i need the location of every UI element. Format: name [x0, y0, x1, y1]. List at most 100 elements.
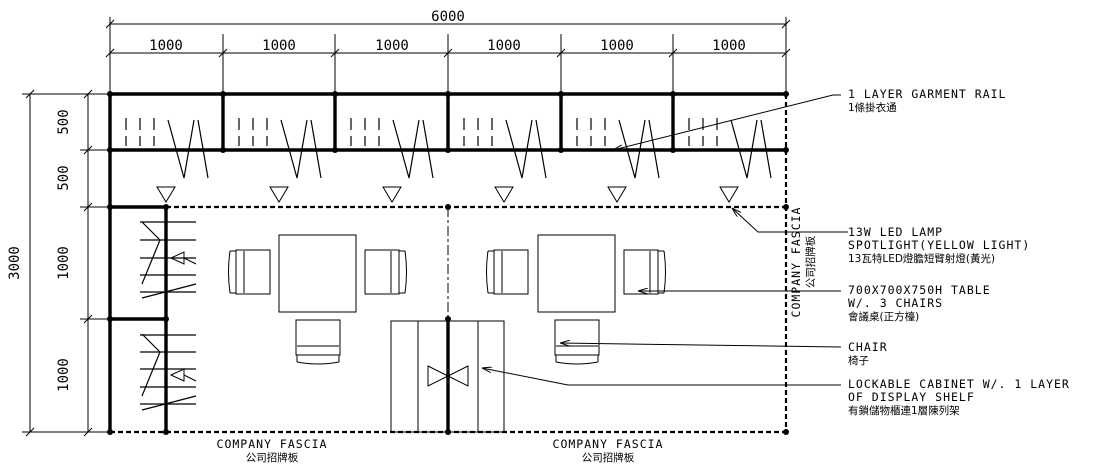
svg-text:公司招牌板: 公司招牌板: [582, 451, 635, 464]
wall-node: [445, 147, 451, 153]
wall-node: [163, 429, 169, 435]
led-lamp-marker: [607, 186, 627, 203]
table: [537, 234, 616, 313]
hanger-stroke: [141, 395, 197, 411]
wall-node: [107, 429, 113, 435]
wall-node: [220, 147, 226, 153]
wall-node: [558, 147, 564, 153]
table: [278, 234, 357, 313]
segment-depth-label: 500: [56, 165, 72, 190]
svg-text:OF DISPLAY SHELF: OF DISPLAY SHELF: [848, 390, 975, 404]
wall-node: [670, 147, 676, 153]
chair: [554, 319, 600, 365]
wall-node: [783, 429, 789, 435]
led-lamp-marker: [269, 186, 289, 203]
wall-node: [163, 316, 169, 322]
garment-rail-label: 1 LAYER GARMENT RAIL 1條掛衣通: [848, 87, 1006, 114]
dimension-tick: [781, 19, 791, 29]
led-lamp-marker: [156, 186, 176, 203]
chair: [295, 319, 341, 365]
led-lamp-marker: [719, 186, 739, 203]
wall-node: [670, 91, 676, 97]
fascia-bottom-right-label: COMPANY FASCIA 公司招牌板: [553, 437, 663, 464]
wall-spotlight: [169, 368, 197, 382]
hanger-zigzag: [141, 333, 161, 397]
svg-text:COMPANY FASCIA: COMPANY FASCIA: [789, 207, 803, 318]
segment-width-label: 1000: [262, 38, 296, 54]
total-width-label: 6000: [431, 9, 465, 25]
segment-width-label: 1000: [600, 38, 634, 54]
dimension-tick: [83, 89, 93, 99]
svg-text:公司招牌板: 公司招牌板: [246, 451, 299, 464]
hanger-group: [350, 118, 434, 179]
chair: [228, 249, 271, 295]
segment-width-label: 1000: [487, 38, 521, 54]
total-depth-label: 3000: [7, 246, 23, 280]
segment-depth-label: 1000: [56, 246, 72, 280]
dimension-tick: [83, 202, 93, 212]
chair-label: CHAIR 椅子: [848, 340, 888, 367]
dimension-tick: [25, 427, 35, 437]
hanger-zigzag: [141, 221, 161, 285]
chair: [364, 249, 407, 295]
led-lamp-label: 13W LED LAMP SPOTLIGHT(YELLOW LIGHT) 13瓦…: [848, 225, 1029, 265]
lockable-cabinet: [390, 320, 505, 433]
svg-text:1條掛衣通: 1條掛衣通: [848, 101, 897, 114]
wall-node: [163, 204, 169, 210]
segment-width-label: 1000: [149, 38, 183, 54]
fascia-right-label: COMPANY FASCIA 公司招牌板: [789, 207, 817, 318]
wall-node: [332, 147, 338, 153]
svg-text:會議桌(正方檯): 會議桌(正方檯): [848, 310, 919, 323]
hanger-group: [238, 118, 322, 179]
wall-node: [107, 91, 113, 97]
fascia-bottom-left-label: COMPANY FASCIA 公司招牌板: [217, 437, 328, 464]
wall-node: [220, 91, 226, 97]
led-lamp-marker: [382, 186, 402, 203]
dimension-tick: [330, 48, 340, 58]
dimension-tick: [443, 48, 453, 58]
wall-node: [107, 147, 113, 153]
dimension-tick: [83, 427, 93, 437]
segment-width-label: 1000: [712, 38, 746, 54]
hanger-zigzag: [505, 119, 547, 179]
hanger-group: [576, 118, 660, 179]
svg-text:椅子: 椅子: [848, 354, 869, 367]
wall-node: [445, 91, 451, 97]
segment-depth-label: 1000: [56, 358, 72, 392]
svg-text:COMPANY FASCIA: COMPANY FASCIA: [217, 437, 328, 451]
wall-node: [783, 147, 789, 153]
wall-node: [783, 204, 789, 210]
dimension-tick: [105, 19, 115, 29]
garment-hangers: [140, 221, 197, 411]
svg-text:1 LAYER GARMENT RAIL: 1 LAYER GARMENT RAIL: [848, 87, 1006, 101]
hanger-stroke: [141, 283, 197, 299]
wall-node: [107, 316, 113, 322]
chair: [623, 249, 666, 295]
wall-node: [445, 204, 451, 210]
hanger-zigzag: [392, 119, 434, 179]
left-dimension: 3000 500 500 1000 1000: [7, 89, 108, 437]
dimension-tick: [668, 48, 678, 58]
hanger-group: [688, 118, 772, 179]
leader-lines: [482, 94, 848, 386]
wall-node: [783, 91, 789, 97]
wall-node: [107, 204, 113, 210]
led-lamp-marker: [494, 186, 514, 203]
svg-text:CHAIR: CHAIR: [848, 340, 888, 354]
dimension-tick: [83, 314, 93, 324]
svg-text:700X700X750H TABLE: 700X700X750H TABLE: [848, 283, 991, 297]
wall-node: [558, 91, 564, 97]
hanger-zigzag: [167, 119, 209, 179]
table-label: 700X700X750H TABLE W/. 3 CHAIRS 會議桌(正方檯): [848, 283, 991, 323]
segment-depth-label: 500: [56, 109, 72, 134]
wall-node: [332, 91, 338, 97]
svg-text:13瓦特LED燈膽短臂射燈(黃光): 13瓦特LED燈膽短臂射燈(黃光): [848, 252, 995, 265]
dimension-tick: [218, 48, 228, 58]
hanger-zigzag: [280, 119, 322, 179]
top-dimension: 6000 1000 1000 1000 1000 1000 1000: [105, 9, 791, 92]
cabinet-label: LOCKABLE CABINET W/. 1 LAYER OF DISPLAY …: [848, 377, 1069, 417]
dimension-tick: [781, 48, 791, 58]
dimension-tick: [25, 89, 35, 99]
dimension-tick: [556, 48, 566, 58]
